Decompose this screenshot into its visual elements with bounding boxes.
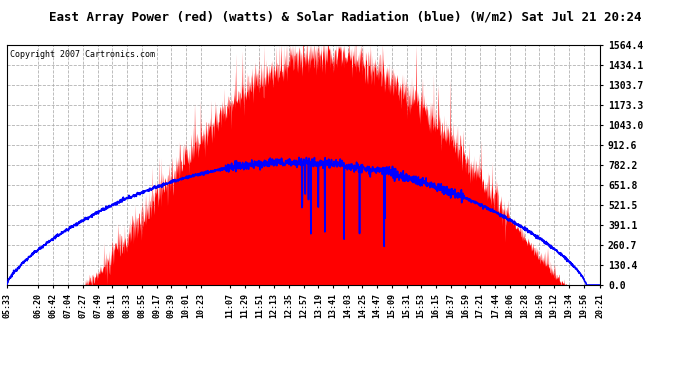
Text: East Array Power (red) (watts) & Solar Radiation (blue) (W/m2) Sat Jul 21 20:24: East Array Power (red) (watts) & Solar R… <box>49 11 641 24</box>
Text: Copyright 2007 Cartronics.com: Copyright 2007 Cartronics.com <box>10 50 155 59</box>
